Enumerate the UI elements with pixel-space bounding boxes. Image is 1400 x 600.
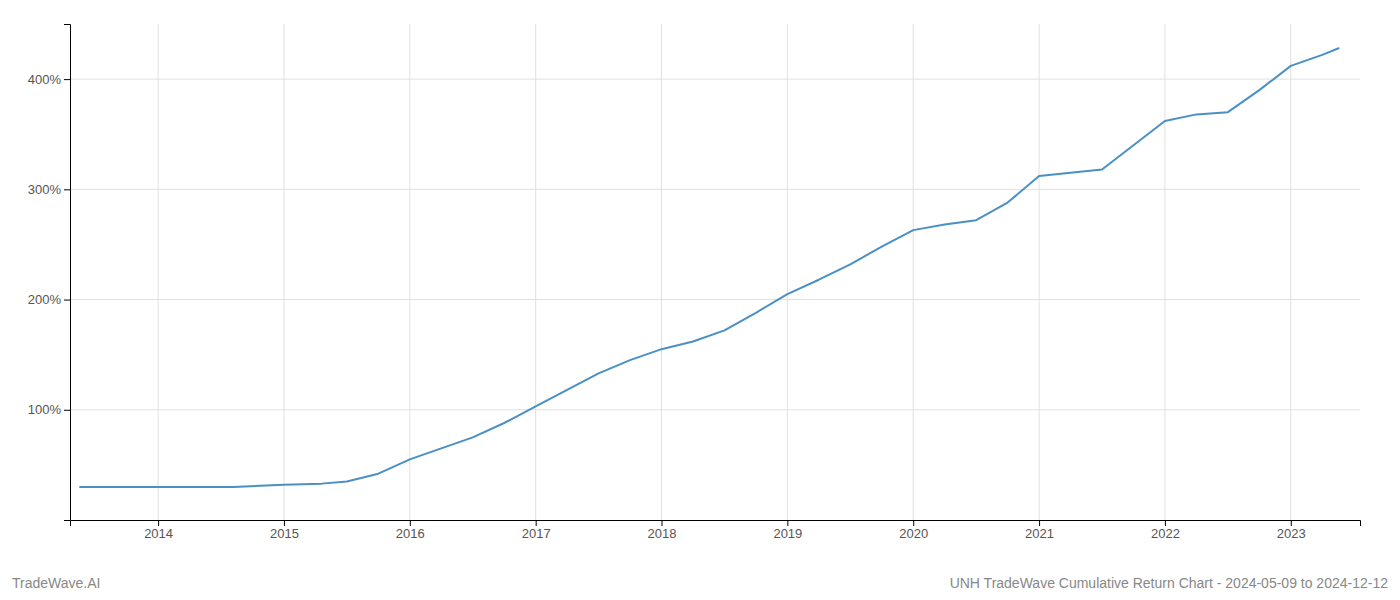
x-tick: 2017	[522, 520, 551, 541]
y-grid-line	[70, 189, 1360, 190]
x-tick: 2023	[1277, 520, 1306, 541]
x-grid-line	[1164, 24, 1165, 520]
y-tick-label: 300%	[28, 182, 62, 197]
x-tick-label: 2020	[899, 526, 928, 541]
y-tick-label: 100%	[28, 402, 62, 417]
x-tick-mark	[1291, 520, 1292, 526]
x-tick: 2016	[396, 520, 425, 541]
x-tick-mark	[158, 520, 159, 526]
y-grid-line	[70, 79, 1360, 80]
x-tick: 2019	[773, 520, 802, 541]
x-grid-line	[535, 24, 536, 520]
y-tick-mark	[64, 189, 70, 190]
plot-area: 2014 2015 2016 2017 2018 2019 2020 2021 2022 2023…	[28, 24, 1361, 541]
x-tick-label: 2015	[270, 526, 299, 541]
y-tick-mark	[64, 300, 70, 301]
x-grid-line	[913, 24, 914, 520]
x-grid-line	[661, 24, 662, 520]
x-grid-line	[1290, 24, 1291, 520]
watermark: TradeWave.AI	[12, 575, 100, 591]
x-tick-mark	[787, 520, 788, 526]
x-grid-line	[1039, 24, 1040, 520]
x-tick-label: 2019	[773, 526, 802, 541]
y-grid-line	[70, 299, 1360, 300]
x-tick-mark	[913, 520, 914, 526]
x-grid-line	[787, 24, 788, 520]
x-tick: 2022	[1151, 520, 1180, 541]
grid	[70, 24, 1360, 520]
x-tick-label: 2018	[648, 526, 677, 541]
y-axis-line	[64, 25, 71, 521]
x-tick: 2014	[144, 520, 173, 541]
x-tick-mark	[284, 520, 285, 526]
x-tick-mark	[1165, 520, 1166, 526]
y-tick: 100%	[28, 402, 70, 417]
x-grid-line	[409, 24, 410, 520]
y-tick-mark	[64, 410, 70, 411]
x-tick-label: 2021	[1025, 526, 1054, 541]
y-tick: 200%	[28, 292, 70, 307]
x-tick-label: 2016	[396, 526, 425, 541]
x-tick: 2018	[648, 520, 677, 541]
x-tick-mark	[536, 520, 537, 526]
x-tick: 2021	[1025, 520, 1054, 541]
y-tick-label: 200%	[28, 292, 62, 307]
x-tick-label: 2023	[1277, 526, 1306, 541]
y-tick-mark	[64, 79, 70, 80]
x-tick: 2020	[899, 520, 928, 541]
x-grid-line	[158, 24, 159, 520]
y-tick-label: 400%	[28, 72, 62, 87]
x-tick-label: 2017	[522, 526, 551, 541]
marks	[80, 48, 1339, 487]
x-axis-line	[71, 521, 1361, 527]
x-tick-mark	[1039, 520, 1040, 526]
y-tick: 300%	[28, 182, 70, 197]
x-tick-label: 2014	[144, 526, 173, 541]
line	[80, 48, 1339, 487]
y-tick: 400%	[28, 72, 70, 87]
x-tick-label: 2022	[1151, 526, 1180, 541]
y-grid-line	[70, 409, 1360, 410]
x-tick: 2015	[270, 520, 299, 541]
y-axis: 100% 200% 300% 400%	[28, 25, 71, 521]
title: UNH TradeWave Cumulative Return Chart - …	[950, 575, 1389, 591]
x-tick-mark	[410, 520, 411, 526]
x-tick-mark	[662, 520, 663, 526]
x-axis: 2014 2015 2016 2017 2018 2019 2020 2021 2022 2023	[71, 520, 1361, 541]
chart: 2014 2015 2016 2017 2018 2019 2020 2021 2022 2023…	[0, 0, 1400, 600]
x-grid-line	[283, 24, 284, 520]
